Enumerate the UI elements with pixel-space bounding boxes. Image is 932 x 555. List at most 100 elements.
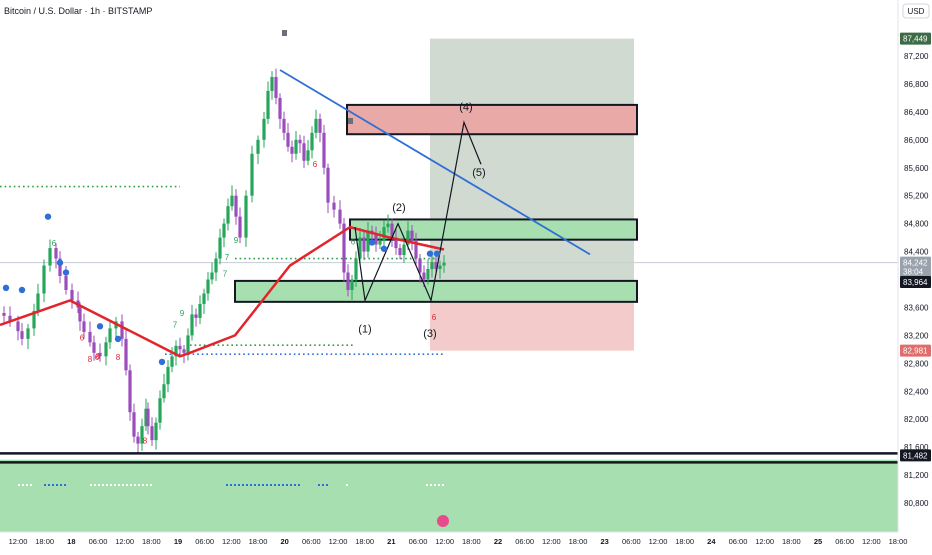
time-tick-label: 12:00 <box>435 537 454 546</box>
zone-dot-white <box>430 484 432 486</box>
candle-body <box>306 150 310 161</box>
signal-dot <box>18 286 26 294</box>
price-tick-label: 83,600 <box>904 303 929 312</box>
candle-body <box>266 90 270 119</box>
time-tick-label: 18:00 <box>782 537 801 546</box>
zone-dot-blue <box>318 484 320 486</box>
zone-dot-blue <box>298 484 300 486</box>
candle-body <box>194 314 198 318</box>
time-axis-bg <box>0 532 898 550</box>
indicator-digit: 8 <box>143 437 148 446</box>
price-tick-label: 85,200 <box>904 192 929 201</box>
indicator-digit: 6 <box>80 333 85 342</box>
candle-body <box>144 408 148 427</box>
candle-body <box>20 331 24 339</box>
candle-body <box>32 310 36 329</box>
price-tick-label: 86,800 <box>904 80 929 89</box>
price-tick-label: 84,400 <box>904 248 929 257</box>
candle-body <box>332 202 336 210</box>
zone-dot-blue <box>258 484 260 486</box>
candle-body <box>366 230 370 252</box>
zone-dot-white <box>134 484 136 486</box>
zone-dot-white <box>18 484 20 486</box>
time-tick-label: 25 <box>814 537 822 546</box>
candle-body <box>426 269 430 280</box>
signal-dot <box>433 250 441 257</box>
time-tick-label: 12:00 <box>329 537 348 546</box>
candle-body <box>402 244 406 256</box>
zone-dot-white <box>118 484 120 486</box>
zone-dot-white <box>126 484 128 486</box>
zone-dot-blue <box>290 484 292 486</box>
candle-body <box>290 146 294 154</box>
candle-body <box>302 143 306 161</box>
time-tick-label: 24 <box>707 537 716 546</box>
wave-label: (1) <box>358 324 371 336</box>
candle-body <box>64 276 68 290</box>
candle-body <box>150 426 154 441</box>
symbol-title: Bitcoin / U.S. Dollar · 1h · BITSTAMP <box>4 6 153 16</box>
zone-dot-blue <box>266 484 268 486</box>
time-tick-label: 12:00 <box>862 537 881 546</box>
time-tick-label: 06:00 <box>302 537 321 546</box>
zone-dot-white <box>150 484 152 486</box>
candle-body <box>244 195 248 238</box>
zone-dot-white <box>114 484 116 486</box>
signal-dot <box>158 358 166 366</box>
zone-dot-blue <box>294 484 296 486</box>
candle-body <box>206 279 210 294</box>
candle-body <box>354 258 358 280</box>
zone-dot-blue <box>274 484 276 486</box>
time-tick-label: 23 <box>600 537 608 546</box>
zone-dot-blue <box>282 484 284 486</box>
candle-body <box>92 342 96 353</box>
candle-body <box>26 328 30 339</box>
time-tick-label: 18:00 <box>889 537 908 546</box>
candle-body <box>398 248 402 256</box>
candle-body <box>326 167 330 203</box>
zone-dot-white <box>98 484 100 486</box>
signal-dot <box>426 250 434 257</box>
candle-body <box>278 97 282 119</box>
signal-dot <box>114 335 122 343</box>
currency-label: USD <box>908 7 925 16</box>
zone-dot-white <box>138 484 140 486</box>
zone-dot-blue <box>326 484 328 486</box>
signal-dot <box>62 269 70 276</box>
candle-body <box>8 315 12 322</box>
event-flag-icon <box>348 118 353 124</box>
moving-average-line <box>0 225 445 358</box>
zone-dot-blue <box>64 484 66 486</box>
wave-label: (4) <box>459 101 472 113</box>
zone-dot-blue <box>44 484 46 486</box>
candle-body <box>386 223 390 228</box>
zone-dot-blue <box>226 484 228 486</box>
zone-dot-white <box>102 484 104 486</box>
candle-body <box>374 234 378 245</box>
signal-dot <box>2 284 10 292</box>
candle-body <box>98 352 102 357</box>
candle-body <box>36 293 40 311</box>
price-tick-label: 81,600 <box>904 443 929 452</box>
indicator-digit: 7 <box>225 253 230 262</box>
candle-body <box>58 258 62 277</box>
candle-body <box>394 237 398 249</box>
price-badge-label: 84,242 <box>903 259 928 268</box>
candle-body <box>358 237 362 259</box>
time-tick-label: 06:00 <box>729 537 748 546</box>
candle-body <box>230 195 234 207</box>
zone-dot-white <box>434 484 436 486</box>
zone-dot-white <box>106 484 108 486</box>
zone-dot-blue <box>238 484 240 486</box>
candle-body <box>198 303 202 318</box>
signal-dot <box>56 259 64 266</box>
event-flag-icon <box>282 30 287 36</box>
zone-dot-white <box>26 484 28 486</box>
candle-body <box>54 248 58 259</box>
candle-body <box>42 265 46 294</box>
candle-body <box>410 230 414 242</box>
zone-dot-white <box>30 484 32 486</box>
candle-body <box>342 223 346 273</box>
